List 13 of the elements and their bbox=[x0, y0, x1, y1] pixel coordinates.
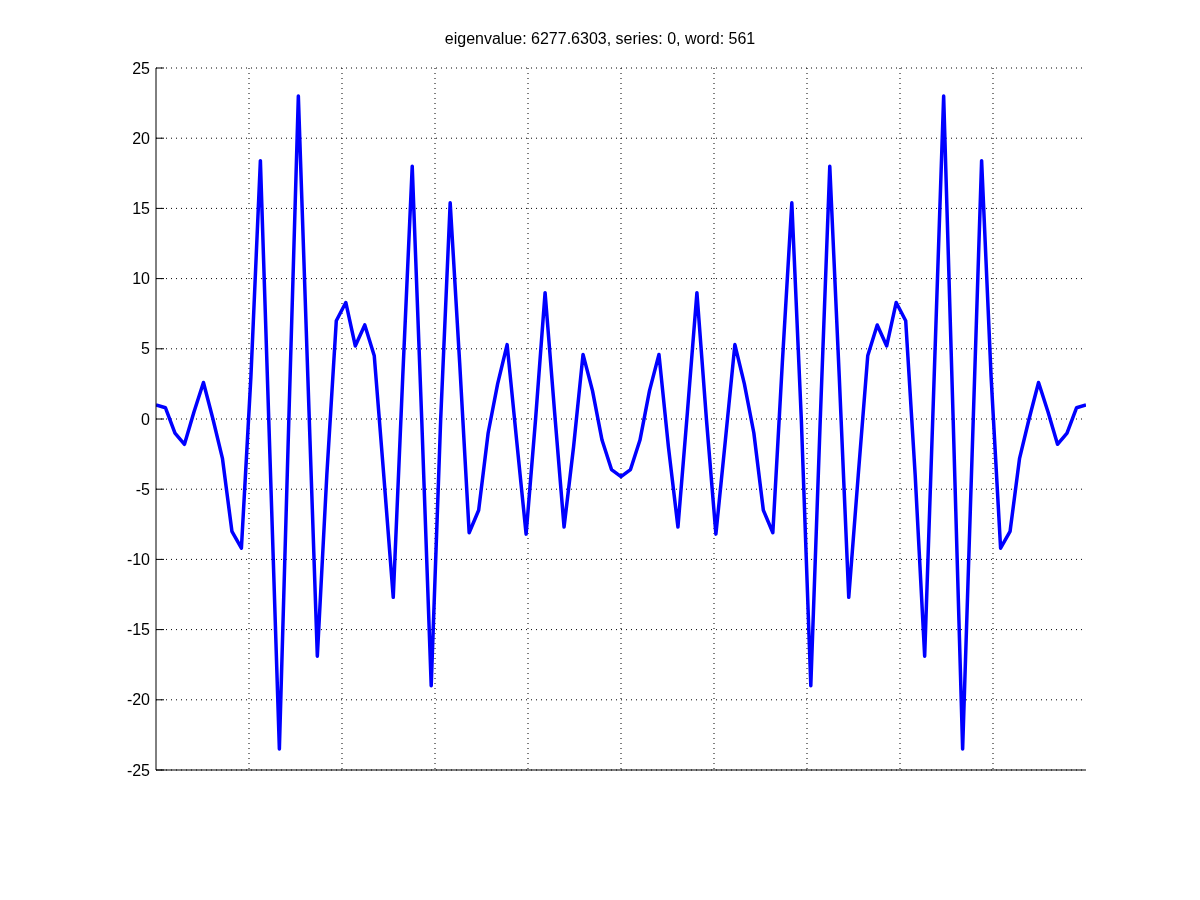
line-series bbox=[156, 94, 1086, 751]
y-tick-label: 10 bbox=[132, 270, 151, 288]
y-tick-label: 0 bbox=[141, 410, 151, 428]
y-tick-label: -10 bbox=[126, 551, 151, 569]
y-tick-label: -5 bbox=[135, 480, 151, 498]
y-tick-label: 15 bbox=[132, 200, 151, 218]
y-tick-label: 25 bbox=[132, 59, 151, 77]
y-tick-label: 5 bbox=[141, 340, 151, 358]
y-tick-label: -20 bbox=[126, 691, 151, 709]
chart-title: eigenvalue: 6277.6303, series: 0, word: 561 bbox=[443, 30, 757, 48]
y-tick-label: -15 bbox=[126, 621, 151, 639]
y-tick-label: -25 bbox=[126, 761, 151, 779]
y-tick-label: 20 bbox=[132, 129, 151, 147]
